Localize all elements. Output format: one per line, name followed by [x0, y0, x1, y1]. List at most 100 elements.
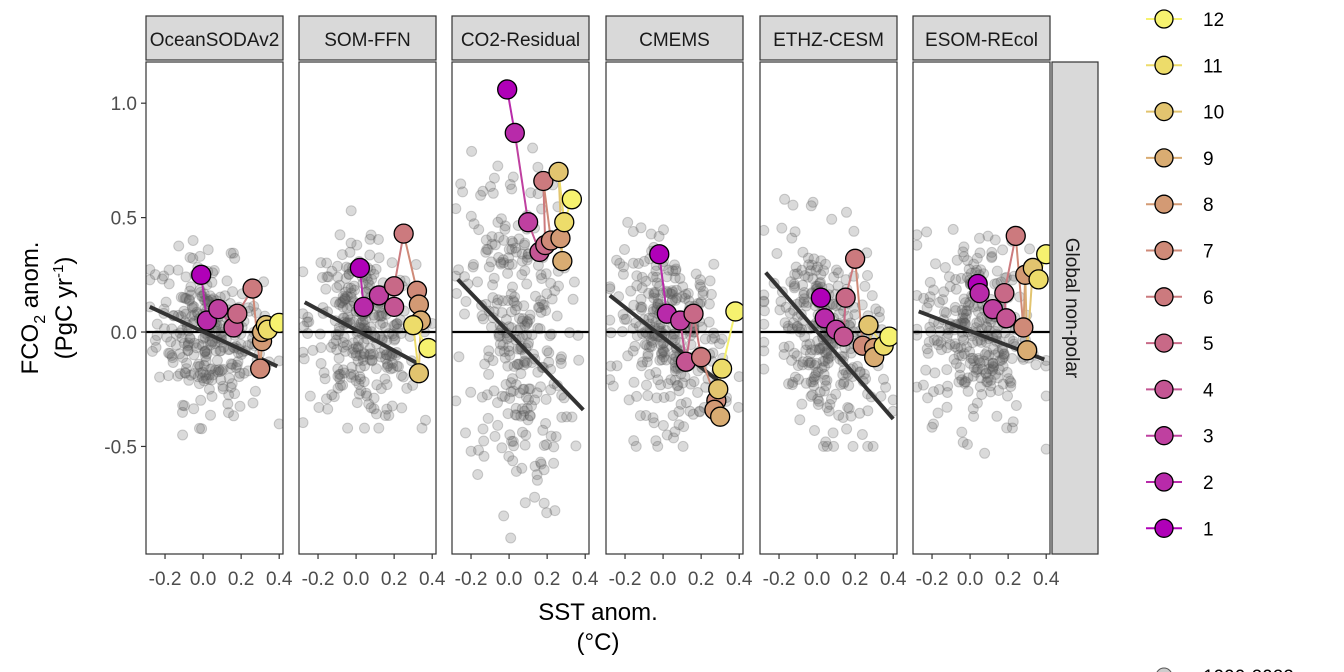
background-point [365, 229, 377, 241]
panel-border [912, 61, 1051, 555]
month-12-point [561, 189, 583, 210]
background-point [673, 419, 685, 431]
background-point [315, 358, 327, 369]
background-point [671, 380, 683, 392]
background-point [523, 394, 534, 406]
background-point [970, 366, 982, 378]
background-point [959, 312, 971, 324]
background-point [627, 345, 639, 357]
background-point [862, 405, 874, 417]
background-point [955, 272, 967, 284]
background-point [779, 317, 791, 329]
background-point [507, 281, 518, 293]
y-axis-title-subscript: 2 [32, 315, 49, 324]
background-point [661, 429, 673, 441]
background-point [346, 361, 358, 373]
background-point [638, 255, 650, 267]
background-point [503, 252, 515, 264]
background-point [332, 271, 344, 283]
background-point [229, 388, 241, 400]
background-point [184, 285, 196, 297]
background-point [518, 355, 530, 367]
background-point [488, 172, 500, 184]
background-point [798, 287, 810, 298]
background-point [845, 317, 857, 329]
background-point [962, 372, 974, 384]
background-point [540, 268, 552, 280]
background-point [980, 367, 992, 379]
background-point [987, 364, 999, 376]
month-1-point [649, 244, 670, 265]
background-point [799, 270, 811, 282]
background-point [158, 270, 170, 282]
background-point [162, 370, 174, 382]
background-point [649, 287, 661, 299]
x-axis-ticks: -0.2 0.0 0.2 0.4 [149, 554, 293, 590]
background-point [870, 303, 882, 315]
background-point [195, 394, 207, 406]
background-point [488, 272, 500, 284]
background-point [217, 380, 229, 392]
background-point [452, 203, 462, 215]
background-point [357, 355, 369, 366]
background-point [540, 418, 552, 429]
background-point [960, 376, 972, 388]
background-point [354, 349, 366, 361]
x-tick-label: -0.2 [916, 569, 949, 590]
background-point [319, 373, 331, 385]
x-tick-label: 0.0 [496, 569, 522, 590]
background-point [976, 311, 988, 323]
background-point [516, 255, 528, 267]
background-point [963, 300, 974, 312]
background-point [987, 360, 999, 372]
background-point [652, 293, 664, 305]
x-tick-label: 0.2 [842, 569, 868, 590]
background-point [687, 408, 699, 420]
panel-strip [605, 15, 744, 61]
background-point [986, 252, 998, 264]
background-point [524, 410, 536, 421]
background-point [315, 342, 327, 354]
background-point [949, 341, 961, 353]
background-point [388, 320, 400, 332]
background-point [231, 359, 243, 371]
background-point [230, 362, 242, 374]
x-tick-label: 0.4 [726, 569, 753, 590]
background-point [227, 247, 239, 259]
background-point [820, 380, 832, 392]
background-point [333, 352, 345, 364]
background-point [519, 265, 531, 277]
background-point [194, 250, 206, 262]
background-point [341, 302, 353, 314]
background-point [401, 382, 413, 394]
monthly-points [349, 223, 436, 384]
background-point [679, 292, 691, 304]
background-point [473, 444, 484, 456]
background-point [822, 357, 834, 369]
background-point [951, 254, 963, 266]
y-axis-tick-labels: 1.0 0.5 0.0 -0.5 [104, 94, 146, 458]
background-point [507, 435, 519, 447]
background-point [611, 254, 623, 266]
background-point [648, 417, 660, 429]
background-point [375, 310, 387, 322]
background-point [520, 429, 532, 441]
background-point [482, 244, 494, 256]
background-point [396, 402, 408, 414]
background-point [214, 366, 226, 377]
panel-strip-label: ETHZ-CESM [773, 30, 884, 51]
background-point [854, 366, 866, 378]
background-point [344, 246, 356, 258]
background-point [420, 414, 431, 426]
legend-key-point [1154, 194, 1174, 214]
background-point [814, 276, 826, 288]
background-point [971, 364, 983, 376]
background-point [941, 401, 953, 413]
background-point [518, 359, 530, 371]
background-point [986, 251, 998, 262]
background-point [635, 301, 647, 313]
background-point [697, 289, 709, 301]
background-point [182, 344, 194, 356]
background-point [366, 354, 378, 366]
background-point [203, 383, 215, 395]
